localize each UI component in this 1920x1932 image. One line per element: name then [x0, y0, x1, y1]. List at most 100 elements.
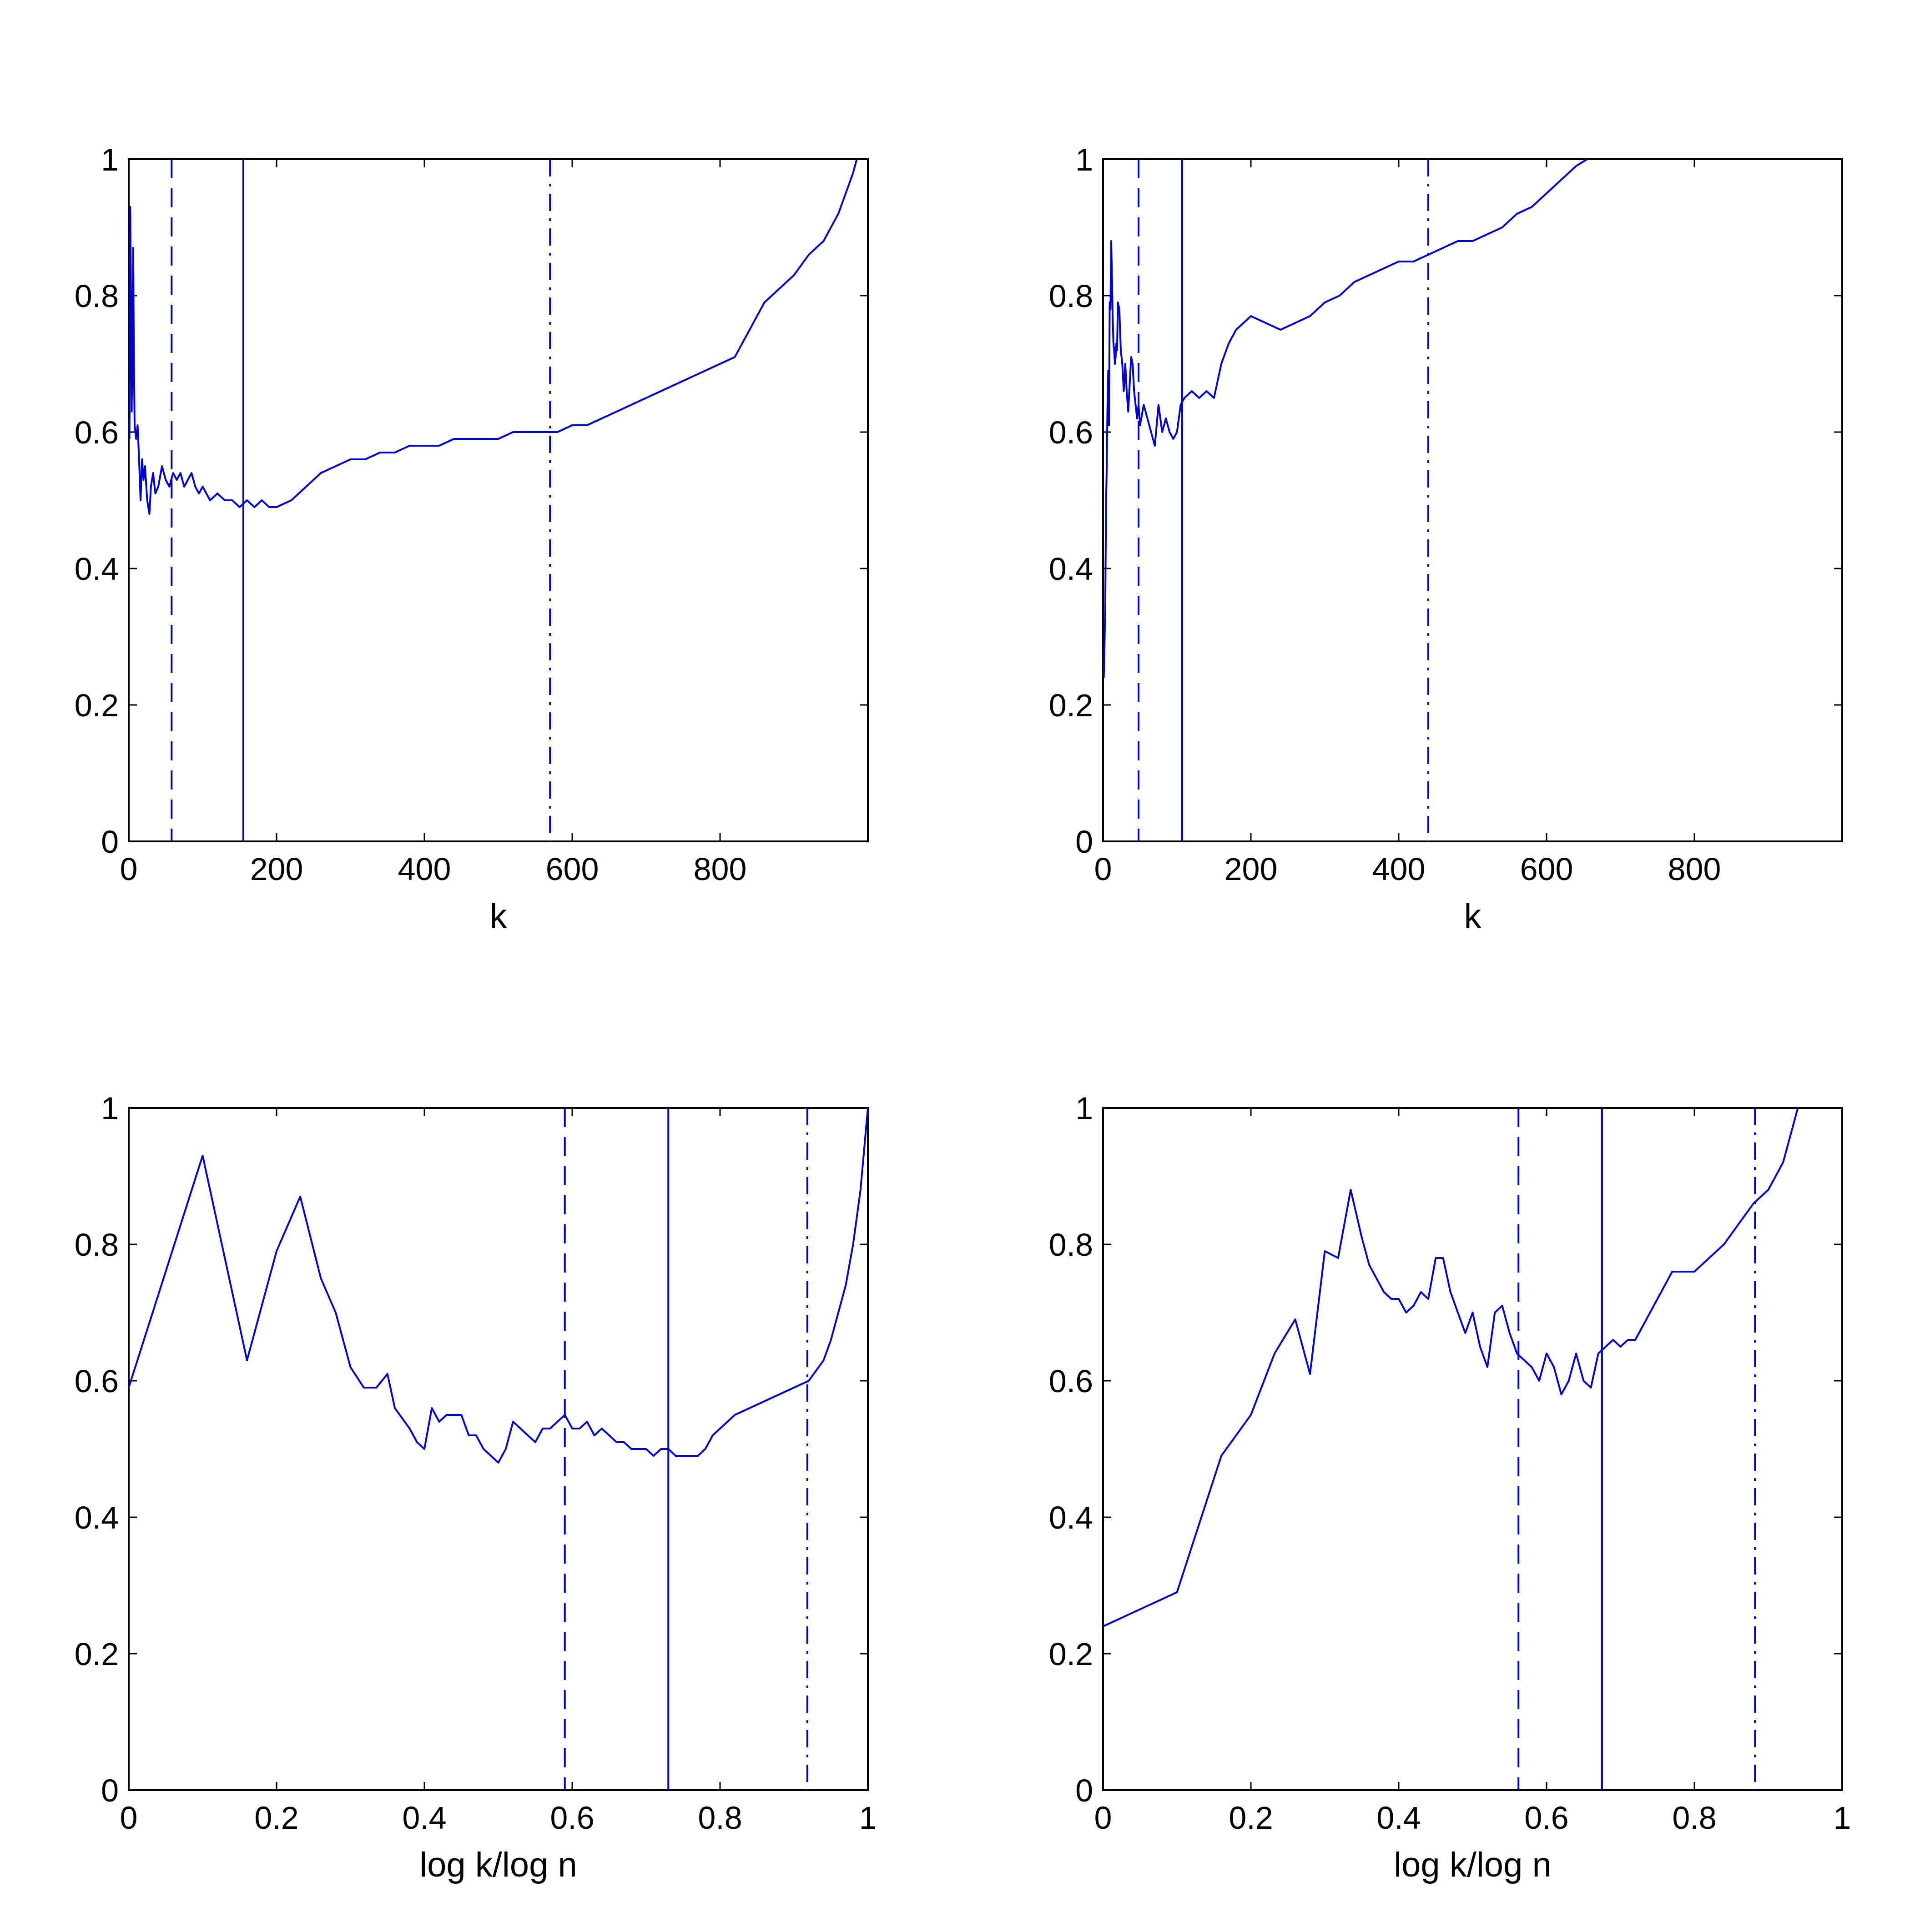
data-point: [1116, 343, 1117, 344]
x-tick-label: 0: [1094, 851, 1112, 887]
series-line: [1103, 1107, 1799, 1627]
y-tick-label: 0.2: [75, 1636, 119, 1672]
x-tick-label: 0.2: [1229, 1800, 1273, 1836]
data-point: [594, 1435, 595, 1436]
x-axis-label: log k/log n: [419, 1846, 577, 1884]
x-tick-label: 800: [694, 851, 747, 887]
y-tick-label: 0: [1075, 824, 1093, 860]
x-tick-label: 0: [120, 1800, 138, 1836]
y-tick-label: 0.4: [1049, 1500, 1093, 1535]
x-tick-label: 800: [1668, 851, 1721, 887]
data-point: [137, 425, 138, 426]
data-point: [1147, 418, 1148, 419]
x-tick-label: 0: [1094, 1800, 1112, 1836]
data-point: [1103, 1626, 1104, 1627]
x-axis-label: log k/log n: [1394, 1846, 1551, 1884]
series-line: [128, 1107, 869, 1464]
x-tick-label: 600: [1520, 851, 1573, 887]
data-point: [764, 1401, 765, 1402]
y-tick-label: 1: [101, 142, 119, 177]
y-tick-label: 0.6: [1049, 415, 1093, 450]
x-tick-label: 0.2: [254, 1800, 298, 1836]
chart-panel-4: 0 0.2 0.4 0.6 0.8 1 0 0.2 0.4 0.6 0.8 1 log k/log n: [1049, 1091, 1851, 1884]
data-point: [1169, 432, 1170, 433]
data-point: [1561, 1394, 1562, 1395]
data-point: [1487, 234, 1488, 235]
x-tick-label: 0.4: [1376, 1800, 1421, 1836]
y-tick-label: 1: [1075, 1091, 1093, 1126]
x-tick-label: 1: [1834, 1800, 1851, 1836]
x-axis-label: k: [1464, 897, 1482, 936]
data-point: [779, 1394, 780, 1395]
y-tick-label: 0.8: [75, 1227, 119, 1263]
data-point: [217, 493, 218, 494]
x-tick-label: 0.6: [1524, 1800, 1568, 1836]
y-tick-label: 0.4: [1049, 551, 1093, 587]
y-tick-label: 0.2: [75, 688, 119, 723]
data-point: [239, 507, 240, 508]
y-tick-label: 0.2: [1049, 1636, 1093, 1672]
data-point: [1110, 309, 1111, 310]
x-axis-label: k: [490, 897, 508, 936]
data-point: [690, 377, 691, 378]
data-point: [513, 432, 514, 433]
data-point: [557, 432, 558, 433]
data-point: [1129, 384, 1130, 385]
data-point: [1206, 391, 1207, 392]
axes-frame: [1102, 158, 1843, 842]
series-line: [128, 159, 858, 515]
data-point: [350, 1367, 351, 1368]
chart-panel-3: 0 0.2 0.4 0.6 0.8 1 0 0.2 0.4 0.6 0.8 1 log k/log n: [75, 1091, 877, 1884]
x-tick-label: 600: [546, 851, 599, 887]
data-point: [572, 425, 573, 426]
y-tick-label: 0.6: [1049, 1363, 1093, 1399]
y-tick-label: 0.6: [75, 1363, 119, 1399]
chart-panel-1: 0 200 400 600 800 0 0.2 0.4 0.6 0.8 1 k: [75, 142, 869, 936]
y-tick-label: 0: [1075, 1773, 1093, 1808]
x-tick-label: 0.6: [550, 1800, 594, 1836]
data-point: [365, 459, 366, 460]
y-tick-label: 0.8: [1049, 1227, 1093, 1263]
data-point: [1783, 1162, 1784, 1163]
series-line: [1103, 158, 1588, 678]
y-tick-label: 0.6: [75, 415, 119, 450]
x-tick-label: 0.8: [698, 1800, 742, 1836]
x-tick-label: 0: [120, 851, 138, 887]
data-point: [675, 384, 676, 385]
axes-frame: [1102, 1107, 1843, 1791]
data-point: [609, 1435, 610, 1436]
data-point: [1109, 302, 1110, 303]
data-point: [1113, 343, 1114, 344]
x-tick-label: 0.4: [402, 1800, 446, 1836]
x-tick-label: 400: [398, 851, 451, 887]
data-point: [350, 459, 351, 460]
axes-frame: [128, 1107, 869, 1791]
chart-panel-2: 0 200 400 600 800 0 0.2 0.4 0.6 0.8 1 k: [1049, 142, 1843, 936]
data-point: [1369, 275, 1370, 276]
data-point: [1576, 1353, 1577, 1354]
y-tick-label: 0.8: [1049, 278, 1093, 314]
data-point: [1162, 432, 1163, 433]
data-point: [764, 302, 765, 303]
y-tick-label: 0: [101, 1773, 119, 1808]
y-tick-label: 0.8: [75, 278, 119, 314]
data-point: [254, 507, 255, 508]
data-point: [823, 1360, 824, 1361]
data-point: [1487, 1367, 1488, 1368]
y-tick-label: 0.2: [1049, 688, 1093, 723]
data-point: [712, 1435, 713, 1436]
y-tick-label: 0.4: [75, 551, 119, 587]
data-point: [1450, 1292, 1451, 1293]
y-tick-label: 0.4: [75, 1500, 119, 1535]
data-point: [616, 1442, 617, 1443]
x-tick-label: 200: [1225, 851, 1278, 887]
x-tick-label: 0.8: [1672, 1800, 1716, 1836]
axes-frame: [128, 158, 869, 842]
data-point: [1524, 1360, 1525, 1361]
x-tick-label: 400: [1372, 851, 1426, 887]
x-tick-label: 200: [250, 851, 303, 887]
x-tick-label: 1: [859, 1800, 877, 1836]
y-tick-label: 1: [101, 1091, 119, 1126]
data-point: [155, 493, 156, 494]
y-tick-label: 0: [101, 824, 119, 860]
